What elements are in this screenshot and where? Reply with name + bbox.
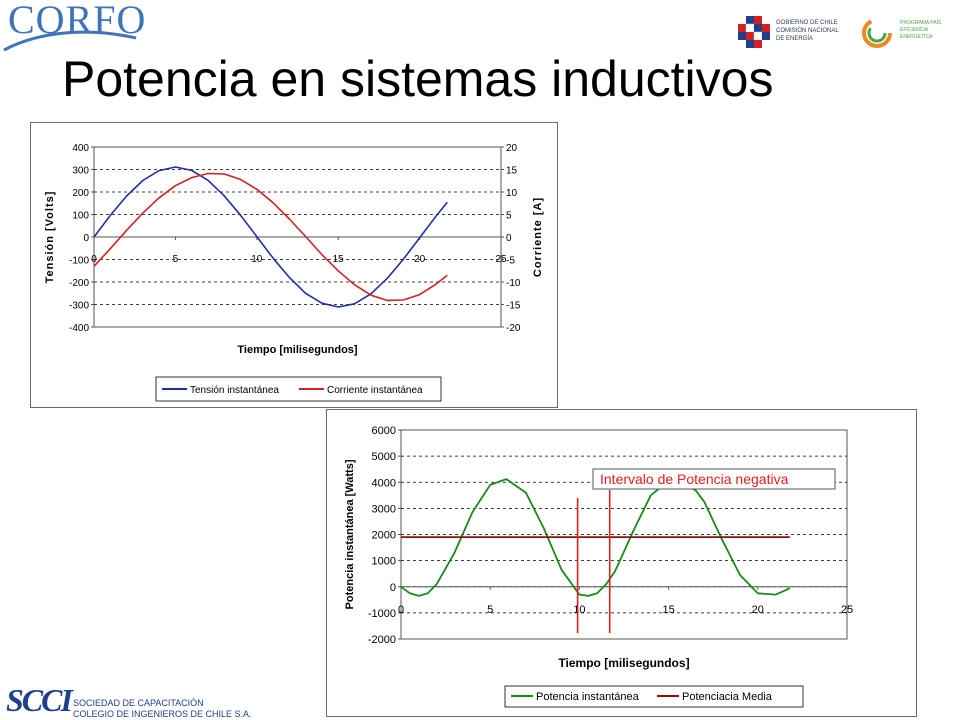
scci-logo-text: SOCIEDAD DE CAPACITACIÓN COLEGIO DE INGE… [73, 698, 252, 720]
y-tick-label: 100 [72, 211, 89, 222]
y-tick-label: -2000 [368, 634, 396, 646]
eficiencia-energetica-logo: PROGRAMA PAÍS EFICIENCIA ENERGÉTICA [860, 16, 960, 50]
y-tick-label: 0 [390, 582, 396, 594]
x-tick-label: 5 [487, 604, 493, 616]
eficiencia-line-3: ENERGÉTICA [900, 34, 933, 40]
voltage-current-chart: 400 300 200 100 0 -100 -200 -300 -400 20 15 10 5 0 -5-… [30, 122, 558, 408]
y2-tick-label: -5 [506, 256, 515, 267]
y2-tick-label: 10 [506, 188, 518, 199]
y-tick-label: 1000 [372, 556, 396, 568]
y2-tick-label: -10 [506, 278, 521, 289]
scci-line-1: SOCIEDAD DE CAPACITACIÓN [73, 698, 204, 708]
y-tick-label: 0 [83, 233, 89, 244]
eficiencia-logo-text: PROGRAMA PAÍS EFICIENCIA ENERGÉTICA [900, 20, 955, 41]
y-tick-label: -300 [69, 301, 89, 312]
corfo-swoosh-icon [3, 30, 137, 52]
y-tick-label: -200 [69, 278, 89, 289]
y-tick-label: -100 [69, 256, 89, 267]
gobierno-line-2: COMISIÓN NACIONAL [776, 28, 839, 34]
y2-tick-label: -20 [506, 323, 521, 334]
page-title: Potencia en sistemas inductivos [62, 51, 774, 107]
eficiencia-line-2: EFICIENCIA [900, 27, 929, 33]
legend-label: Potencia instantánea [536, 691, 640, 703]
annotation-box [592, 468, 836, 490]
x-axis-title: Tiempo [milisegundos] [558, 656, 689, 670]
x-tick-label: 5 [173, 254, 179, 265]
legend: Potencia instantánea Potenciacia Media [504, 685, 804, 708]
legend-box [155, 376, 442, 402]
scci-line-2: COLEGIO DE INGENIEROS DE CHILE S.A. [73, 709, 252, 719]
y-tick-label: 200 [72, 188, 89, 199]
x-tick-label: 10 [573, 604, 585, 616]
y-tick-label: 6000 [372, 425, 396, 437]
y-tick-label: 3000 [372, 503, 396, 515]
y-tick-label: 4000 [372, 477, 396, 489]
y-axis-title: Potencia instantánea [Watts] [344, 459, 356, 609]
y-tick-label: -1000 [368, 608, 396, 620]
series-line [400, 478, 791, 597]
y2-tick-label: -15 [506, 301, 521, 312]
y2-tick-label: 20 [506, 143, 518, 154]
gobierno-line-3: DE ENERGÍA [776, 36, 814, 42]
y-tick-label: 300 [72, 166, 89, 177]
gobierno-line-1: GOBIERNO DE CHILE [776, 20, 838, 26]
scci-logo-mark: SCCI [6, 682, 73, 718]
y-tick-label: -400 [69, 323, 89, 334]
y2-axis-title: Corriente [A] [532, 197, 544, 277]
legend-label: Potenciacia Media [682, 691, 773, 703]
legend-box [504, 685, 804, 708]
annotation-text: Intervalo de Potencia negativa [600, 471, 789, 487]
x-tick-label: 15 [662, 604, 674, 616]
y-tick-label: 2000 [372, 530, 396, 542]
x-tick-label: 15 [333, 254, 345, 265]
y2-tick-label: 15 [506, 166, 518, 177]
x-axis-title: Tiempo [milisegundos] [237, 344, 358, 356]
scci-logo: SCCI SOCIEDAD DE CAPACITACIÓN COLEGIO DE… [0, 682, 260, 720]
legend-label: Tensión instantánea [190, 385, 279, 396]
corfo-logo: CORFO [2, 0, 145, 54]
eficiencia-line-1: PROGRAMA PAÍS [900, 20, 942, 26]
voltage-current-chart-svg: 4003002001000-100-200-300-40020151050-5-… [44, 143, 544, 402]
y-tick-label: 400 [72, 143, 89, 154]
y2-tick-label: 5 [506, 211, 512, 222]
y-axis-title: Tensión [Volts] [44, 191, 56, 284]
x-tick-label: 25 [495, 254, 507, 265]
gobierno-emblem-icon [738, 16, 770, 48]
y2-tick-label: 0 [506, 233, 512, 244]
x-tick-label: 20 [752, 604, 764, 616]
power-chart: 6000 5000 4000 3000 2000 1000 0 -1000 -2000 0 5 10 1… [326, 409, 917, 717]
x-tick-label: 0 [91, 254, 97, 265]
y-tick-label: 5000 [372, 451, 396, 463]
gobierno-chile-logo: GOBIERNO DE CHILE COMISIÓN NACIONAL DE E… [734, 14, 844, 54]
gobierno-logo-text: GOBIERNO DE CHILE COMISIÓN NACIONAL DE E… [776, 19, 844, 43]
series-line [93, 172, 448, 302]
legend-label: Corriente instantánea [327, 385, 423, 396]
eficiencia-swirl-icon [862, 18, 892, 48]
x-tick-label: 0 [398, 604, 404, 616]
x-tick-label: 20 [414, 254, 426, 265]
x-tick-label: 25 [841, 604, 853, 616]
series-line [93, 166, 448, 308]
x-tick-label: 10 [251, 254, 263, 265]
legend: Tensión instantánea Corriente instantánea [155, 376, 442, 402]
